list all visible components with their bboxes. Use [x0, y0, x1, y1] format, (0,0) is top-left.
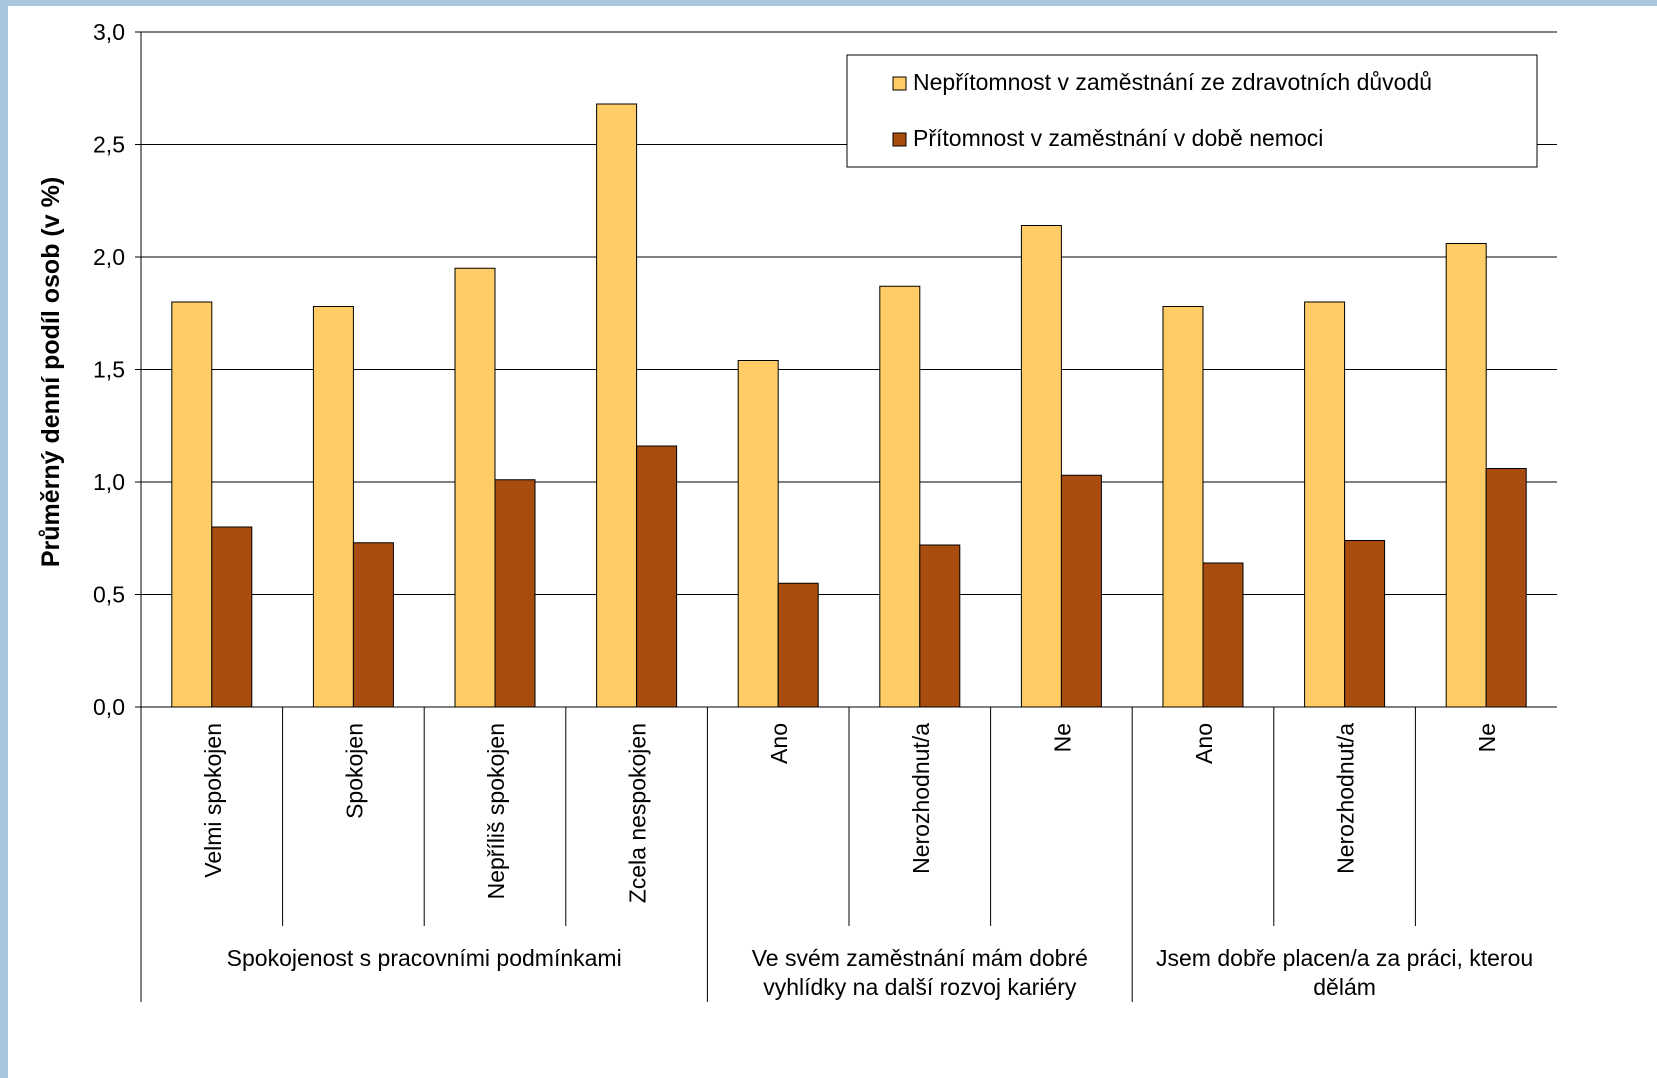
y-tick-label: 0,5: [93, 582, 125, 608]
bar-presenteeism: [1060, 474, 1102, 708]
bars: [171, 103, 1527, 708]
bar-absence: [312, 306, 354, 708]
y-tick-label: 0,0: [93, 694, 125, 720]
group-label: dělám: [1313, 974, 1376, 1000]
x-category-label: Zcela nespokojen: [625, 723, 651, 903]
x-category-label: Ne: [1474, 723, 1500, 752]
legend-swatch-presenteeism: [892, 132, 907, 147]
bar-absence: [596, 103, 638, 708]
x-category-labels: Velmi spokojen Spokojen Nepříliš spokojen Z…: [200, 723, 1500, 903]
bar-presenteeism: [1485, 468, 1527, 708]
bar-presenteeism: [1344, 540, 1386, 708]
bar-presenteeism: [777, 582, 819, 708]
bar-absence: [171, 301, 213, 708]
bar-absence: [1445, 243, 1487, 708]
bar-presenteeism: [352, 542, 394, 708]
x-category-label: Ano: [1191, 723, 1217, 764]
group-label: vyhlídky na další rozvoj kariéry: [763, 974, 1077, 1000]
y-tick-label: 2,5: [93, 132, 125, 158]
y-tick-label: 1,0: [93, 469, 125, 495]
bar-absence: [1162, 306, 1204, 708]
legend-label-absence: Nepřítomnost v zaměstnání ze zdravotních…: [913, 69, 1432, 95]
legend-label-presenteeism: Přítomnost v zaměstnání v době nemoci: [913, 125, 1323, 151]
bar-presenteeism: [211, 526, 253, 708]
x-category-label: Nerozhodnut/a: [1333, 723, 1359, 874]
group-label: Ve svém zaměstnání mám dobré: [752, 945, 1088, 971]
group-label: Spokojenost s pracovními podmínkami: [227, 945, 622, 971]
x-category-label: Velmi spokojen: [200, 723, 226, 878]
group-label: Jsem dobře placen/a za práci, kterou: [1156, 945, 1533, 971]
bar-presenteeism: [636, 445, 678, 708]
bar-presenteeism: [494, 479, 536, 708]
y-tick-label: 1,5: [93, 357, 125, 383]
bar-presenteeism: [1202, 562, 1244, 708]
x-category-label: Nepříliš spokojen: [483, 723, 509, 899]
bar-chart: 0,0 0,5 1,0 1,5 2,0 2,5 3,0 Velmi spokojen Spok…: [37, 19, 1557, 1002]
bar-absence: [454, 267, 496, 708]
bar-absence: [1304, 301, 1346, 708]
group-labels: Spokojenost s pracovními podmínkami Ve sv…: [227, 945, 1533, 1000]
legend: Nepřítomnost v zaměstnání ze zdravotních…: [846, 54, 1538, 168]
chart-frame: 0,0 0,5 1,0 1,5 2,0 2,5 3,0 Velmi spokojen Spok…: [8, 6, 1657, 1078]
y-tick-label: 3,0: [93, 19, 125, 45]
bar-absence: [737, 360, 779, 708]
bar-absence: [1020, 225, 1062, 708]
x-category-label: Nerozhodnut/a: [908, 723, 934, 874]
legend-box: [846, 54, 1538, 168]
bar-absence: [879, 285, 921, 708]
x-category-label: Ano: [766, 723, 792, 764]
y-tick-labels: 0,0 0,5 1,0 1,5 2,0 2,5 3,0: [93, 19, 125, 720]
x-category-label: Ne: [1049, 723, 1075, 752]
bar-presenteeism: [919, 544, 961, 708]
y-axis-label: Průměrný denní podíl osob (v %): [37, 177, 65, 567]
axes: [140, 32, 1557, 1002]
x-category-label: Spokojen: [341, 723, 367, 819]
y-tick-label: 2,0: [93, 244, 125, 270]
legend-swatch-absence: [892, 76, 907, 91]
